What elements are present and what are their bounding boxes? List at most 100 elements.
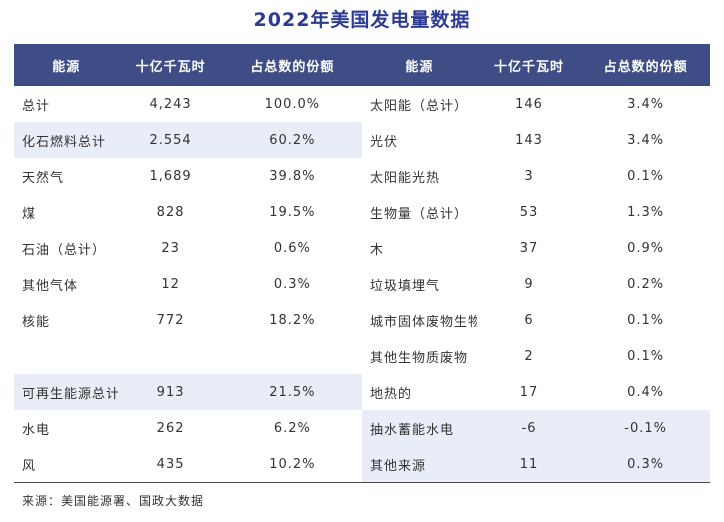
share-cell: 0.1% xyxy=(627,312,665,328)
column-header-billion-kwh: 十亿千瓦时 xyxy=(118,44,223,86)
energy-cell: 化石燃料总计 xyxy=(22,134,107,150)
table-row: 煤 828 19.5% xyxy=(14,194,362,230)
table-row: 太阳能光热 3 0.1% xyxy=(362,158,710,194)
energy-cell xyxy=(14,338,118,374)
column-header-share: 占总数的份额 xyxy=(581,44,710,86)
value-cell: 4,243 xyxy=(149,96,192,112)
table-row: 天然气 1,689 39.8% xyxy=(14,158,362,194)
energy-cell: 城市固体废物生物 xyxy=(370,314,477,330)
value-cell: 9 xyxy=(524,276,534,292)
table-row: 风 435 10.2% xyxy=(14,446,362,482)
energy-cell: 太阳能（总计） xyxy=(370,98,469,114)
share-cell xyxy=(223,338,362,374)
share-cell: 3.4% xyxy=(627,132,665,148)
share-cell: 0.1% xyxy=(627,348,665,364)
table-row: 其他来源 11 0.3% xyxy=(362,446,710,482)
table-row: 地热的 17 0.4% xyxy=(362,374,710,410)
page-title: 2022年美国发电量数据 xyxy=(253,9,471,31)
table-row: 化石燃料总计 2.554 60.2% xyxy=(14,122,362,158)
table-row: 水电 262 6.2% xyxy=(14,410,362,446)
table-row: 总计 4,243 100.0% xyxy=(14,86,362,122)
column-header-share: 占总数的份额 xyxy=(222,44,362,86)
share-cell: -0.1% xyxy=(624,420,667,436)
share-cell: 0.3% xyxy=(627,456,665,472)
energy-cell: 其他生物质废物 xyxy=(370,350,469,366)
share-cell: 0.3% xyxy=(273,276,311,292)
value-cell xyxy=(118,338,222,374)
share-cell: 0.1% xyxy=(627,168,665,184)
value-cell: 23 xyxy=(161,240,180,256)
energy-cell: 天然气 xyxy=(22,170,65,186)
share-cell: 21.5% xyxy=(269,384,316,400)
table-body-right: 太阳能（总计） 146 3.4% 光伏 143 3.4% 太阳能光热 3 0.1% 生物量（总计）… xyxy=(362,86,710,482)
page: 2022年美国发电量数据 能源 十亿千瓦时 占总数的份额 总计 4,243 100.… xyxy=(0,8,724,522)
header-row-left: 能源 十亿千瓦时 占总数的份额 xyxy=(14,44,362,86)
value-cell: 2 xyxy=(524,348,534,364)
energy-cell: 石油（总计） xyxy=(22,242,107,258)
value-cell: 11 xyxy=(519,456,539,472)
energy-cell: 生物量（总计） xyxy=(370,206,469,222)
energy-cell: 水电 xyxy=(22,422,51,438)
table-row: 垃圾填埋气 9 0.2% xyxy=(362,266,710,302)
value-cell: 913 xyxy=(156,384,185,400)
energy-cell: 垃圾填埋气 xyxy=(370,278,441,294)
value-cell: 1,689 xyxy=(149,168,192,184)
table-row: 木 37 0.9% xyxy=(362,230,710,266)
energy-cell: 地热的 xyxy=(370,386,413,402)
energy-cell: 太阳能光热 xyxy=(370,170,441,186)
share-cell: 6.2% xyxy=(273,420,311,436)
header-row-right: 能源 十亿千瓦时 占总数的份额 xyxy=(362,44,710,86)
table-row: 其他生物质废物 2 0.1% xyxy=(362,338,710,374)
value-cell: 17 xyxy=(519,384,539,400)
column-header-billion-kwh: 十亿千瓦时 xyxy=(476,44,582,86)
share-cell: 0.4% xyxy=(627,384,665,400)
table-row: 太阳能（总计） 146 3.4% xyxy=(362,86,710,122)
energy-cell: 木 xyxy=(370,242,385,258)
table-row: 核能 772 18.2% xyxy=(14,302,362,338)
share-cell: 0.9% xyxy=(627,240,665,256)
energy-cell: 可再生能源总计 xyxy=(22,386,119,402)
table-row: 光伏 143 3.4% xyxy=(362,122,710,158)
table-row: 石油（总计） 23 0.6% xyxy=(14,230,362,266)
share-cell: 0.2% xyxy=(627,276,665,292)
value-cell: 12 xyxy=(161,276,180,292)
value-cell: 37 xyxy=(519,240,539,256)
share-cell: 0.6% xyxy=(273,240,311,256)
energy-cell: 其他气体 xyxy=(22,278,79,294)
energy-cell: 风 xyxy=(22,458,37,474)
value-cell: 53 xyxy=(519,204,539,220)
share-cell: 19.5% xyxy=(269,204,316,220)
energy-table-left: 能源 十亿千瓦时 占总数的份额 总计 4,243 100.0% 化石燃料总计 2.554… xyxy=(14,44,362,482)
value-cell: 262 xyxy=(156,420,185,436)
value-cell: 3 xyxy=(524,168,534,184)
source-note: 来源：美国能源署、国政大数据 xyxy=(22,494,205,508)
share-cell: 100.0% xyxy=(264,96,321,112)
table-row: 抽水蓄能水电 -6 -0.1% xyxy=(362,410,710,446)
share-cell: 39.8% xyxy=(269,168,316,184)
table-body-left: 总计 4,243 100.0% 化石燃料总计 2.554 60.2% 天然气 1,689 39.… xyxy=(14,86,362,482)
table-row: 可再生能源总计 913 21.5% xyxy=(14,374,362,410)
value-cell: 772 xyxy=(156,312,185,328)
table-row: 城市固体废物生物 6 0.1% xyxy=(362,302,710,338)
value-cell: 828 xyxy=(156,204,185,220)
column-header-energy: 能源 xyxy=(14,44,119,86)
energy-cell: 抽水蓄能水电 xyxy=(370,422,455,438)
share-cell: 60.2% xyxy=(269,132,316,148)
table-row xyxy=(14,338,362,374)
value-cell: -6 xyxy=(521,420,537,436)
share-cell: 10.2% xyxy=(269,456,316,472)
value-cell: 143 xyxy=(515,132,543,148)
value-cell: 146 xyxy=(515,96,543,112)
table-row: 其他气体 12 0.3% xyxy=(14,266,362,302)
energy-table-right: 能源 十亿千瓦时 占总数的份额 太阳能（总计） 146 3.4% 光伏 143 3.4% 太… xyxy=(362,44,710,482)
share-cell: 1.3% xyxy=(627,204,665,220)
energy-cell: 核能 xyxy=(22,314,51,330)
generation-data-table: 能源 十亿千瓦时 占总数的份额 总计 4,243 100.0% 化石燃料总计 2.554… xyxy=(14,44,710,483)
value-cell: 2.554 xyxy=(149,132,192,148)
share-cell: 18.2% xyxy=(269,312,316,328)
table-row: 生物量（总计） 53 1.3% xyxy=(362,194,710,230)
value-cell: 435 xyxy=(156,456,185,472)
energy-cell: 煤 xyxy=(22,206,37,222)
energy-cell: 其他来源 xyxy=(370,458,427,474)
value-cell: 6 xyxy=(524,312,534,328)
